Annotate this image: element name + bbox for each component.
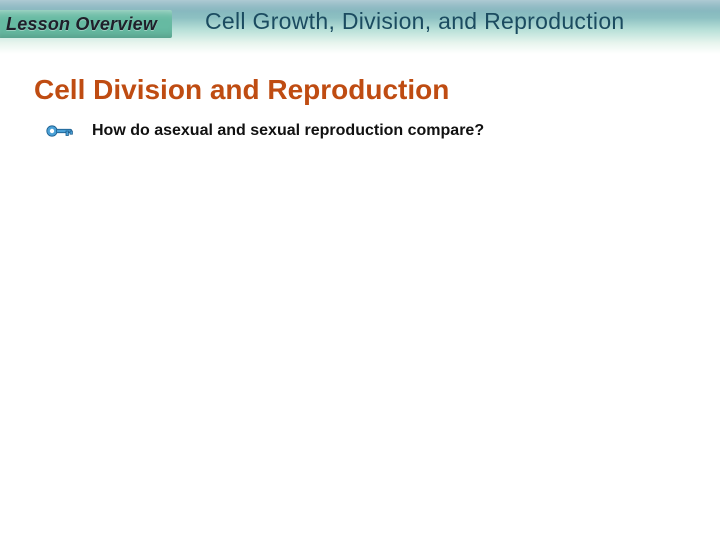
section-heading: Cell Division and Reproduction [34, 74, 449, 106]
page-title: Cell Growth, Division, and Reproduction [205, 8, 625, 35]
question-text: How do asexual and sexual reproduction c… [92, 122, 484, 140]
question-row: How do asexual and sexual reproduction c… [46, 122, 484, 140]
key-icon [46, 124, 74, 138]
lesson-tag: Lesson Overview [0, 10, 172, 38]
lesson-tag-text: Lesson Overview [6, 14, 157, 35]
